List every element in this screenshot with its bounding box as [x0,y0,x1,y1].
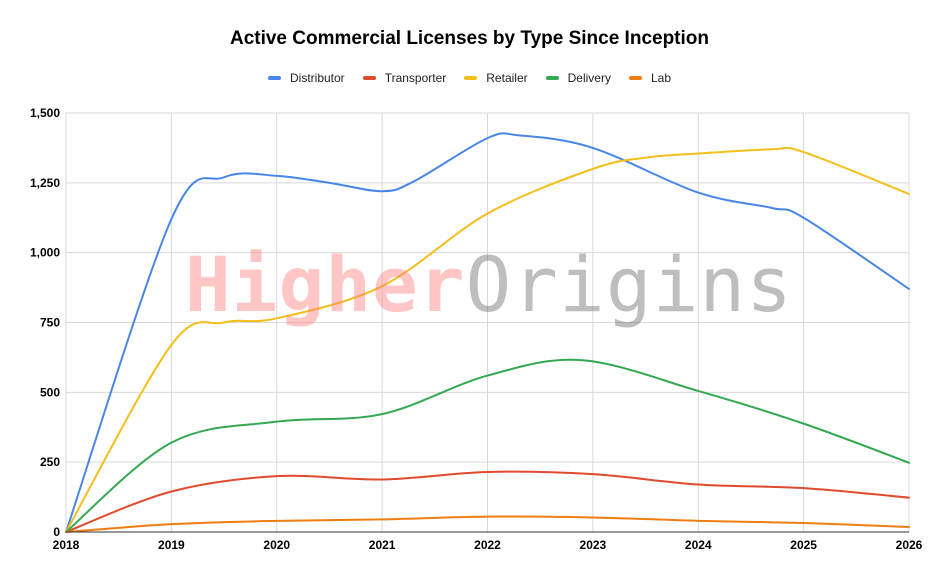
legend-swatch [362,76,376,80]
series-line-delivery[interactable] [65,358,910,533]
y-tick-label: 1,250 [30,176,60,190]
y-tick-label: 250 [40,455,60,469]
y-tick-label: 1,500 [30,106,60,120]
x-tick-label: 2020 [263,538,290,552]
y-tick-label: 500 [40,385,60,399]
legend-label: Retailer [486,71,528,85]
legend-item-delivery[interactable]: Delivery [545,71,611,85]
x-tick-label: 2022 [474,538,501,552]
x-tick-label: 2021 [369,538,396,552]
series-line-distributor[interactable] [65,132,910,533]
legend-label: Lab [650,71,671,85]
legend-swatch [628,76,642,80]
y-tick-labels: 0 250 500 750 1,000 1,250 1,500 [30,106,60,539]
legend-item-transporter[interactable]: Transporter [362,71,447,85]
x-tick-label: 2025 [790,538,817,552]
legend: Distributor Transporter Retailer Delivery La… [0,71,939,85]
y-tick-label: 0 [53,525,60,539]
legend-swatch [268,76,281,80]
legend-item-retailer[interactable]: Retailer [464,71,528,85]
chart-title: Active Commercial Licenses by Type Since… [229,28,710,49]
legend-label: Distributor [290,71,345,85]
legend-item-distributor[interactable]: Distributor [268,71,345,85]
series-line-lab[interactable] [65,515,910,533]
series-line-transporter[interactable] [65,470,910,533]
x-tick-label: 2023 [580,538,607,552]
x-tick-labels: 2018 2019 2020 2021 2022 2023 2024 2025 2026 [53,538,923,552]
watermark-origins: Origins [465,240,793,329]
x-tick-label: 2019 [158,538,185,552]
x-tick-label: 2024 [685,538,712,552]
legend-swatch [545,76,559,80]
series-lines [65,132,910,533]
watermark-higher: Higher [185,240,466,329]
y-tick-label: 1,000 [30,246,60,260]
watermark: HigherOrigins [185,240,793,329]
series-line-retailer[interactable] [65,146,910,533]
legend-swatch [464,76,478,80]
x-tick-label: 2026 [896,538,923,552]
x-tick-label: 2018 [53,538,80,552]
y-tick-label: 750 [40,316,60,330]
legend-label: Delivery [567,71,611,85]
legend-item-lab[interactable]: Lab [628,71,671,85]
legend-label: Transporter [384,71,447,85]
